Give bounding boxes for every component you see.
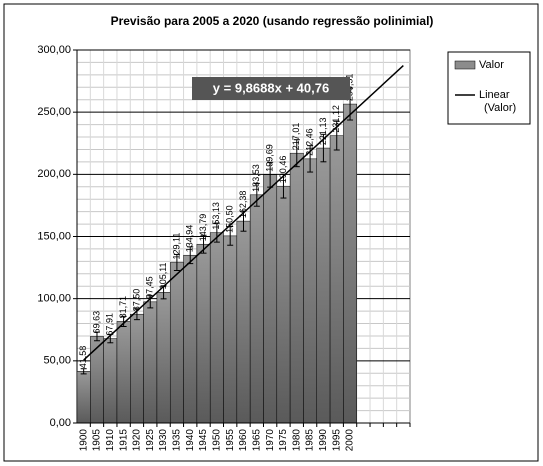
y-tick-label: 100,00: [37, 293, 71, 305]
x-tick-label: 1900: [78, 429, 89, 452]
error-bar: [93, 331, 100, 342]
bar: [156, 292, 171, 424]
data-label: 221,13: [318, 118, 328, 146]
error-bar: [253, 182, 260, 207]
error-bar: [293, 139, 300, 168]
data-label: 217,01: [291, 123, 301, 151]
bar: [236, 220, 251, 424]
x-tick-label: 1925: [145, 429, 156, 452]
x-tick-label: 1930: [158, 429, 169, 452]
error-bar: [80, 368, 87, 375]
data-label: 67,91: [105, 313, 115, 336]
x-tick-label: 1940: [185, 429, 196, 452]
data-label: 183,53: [251, 164, 261, 192]
y-tick-label: 0,00: [50, 417, 71, 429]
x-tick-label: 1990: [318, 429, 329, 452]
data-label: 231,12: [331, 105, 341, 133]
y-tick-label: 300,00: [37, 44, 71, 56]
y-tick-label: 200,00: [37, 168, 71, 180]
data-label: 162,38: [238, 191, 248, 219]
x-tick-label: 1970: [265, 429, 276, 452]
error-bar: [213, 222, 220, 243]
trendline: [83, 65, 404, 361]
bar: [303, 158, 318, 424]
data-label: 87,50: [131, 289, 141, 312]
equation-label: y = 9,8688x + 40,76: [213, 80, 329, 95]
bar: [183, 254, 198, 424]
bar: [76, 371, 91, 424]
data-label: 150,50: [225, 205, 235, 233]
data-label: 41,58: [78, 346, 88, 369]
x-tick-label: 1975: [278, 429, 289, 452]
bar: [90, 336, 104, 424]
bar: [316, 147, 331, 424]
x-tick-label: 1950: [212, 429, 223, 452]
x-tick-label: 1965: [251, 429, 262, 452]
data-label: 199,69: [265, 144, 275, 172]
data-label: 105,11: [158, 262, 168, 289]
bar: [289, 152, 304, 424]
y-tick-label: 250,00: [37, 106, 71, 118]
bar: [329, 135, 344, 424]
data-label: 212,46: [304, 128, 314, 156]
legend-label: Valor: [479, 59, 504, 71]
bar: [103, 338, 118, 424]
bar: [343, 103, 357, 424]
bar: [169, 262, 184, 424]
error-bar: [173, 253, 180, 271]
bar: [263, 174, 278, 424]
bar: [116, 321, 131, 424]
x-tick-label: 1920: [132, 429, 143, 452]
chart-title: Previsão para 2005 a 2020 (usando regres…: [111, 14, 434, 28]
data-label: 97,45: [145, 276, 155, 299]
bar: [276, 185, 291, 424]
y-tick-label: 150,00: [37, 230, 71, 242]
x-tick-label: 1985: [305, 429, 316, 452]
x-tick-label: 2000: [345, 429, 356, 452]
x-tick-label: 1915: [118, 429, 129, 452]
x-tick-label: 1980: [291, 429, 302, 452]
data-label: 129,11: [171, 233, 181, 260]
bar: [209, 232, 224, 424]
equation-box: [192, 77, 350, 100]
error-bar: [120, 315, 127, 327]
bar: [143, 301, 158, 424]
x-tick-label: 1955: [225, 429, 236, 452]
legend-label: Linear (Valor): [479, 89, 516, 114]
x-tick-label: 1960: [238, 429, 249, 452]
error-bar: [307, 145, 314, 173]
x-tick-label: 1995: [331, 429, 342, 452]
bar: [249, 194, 264, 424]
x-tick-label: 1945: [198, 429, 209, 452]
data-label: 190,46: [278, 156, 288, 184]
legend-label-line: Linear: [479, 89, 510, 101]
x-tick-label: 1910: [105, 429, 116, 452]
bar: [130, 313, 144, 424]
data-label: 153,13: [211, 202, 221, 230]
data-label: 69,63: [91, 311, 101, 334]
data-label: 134,94: [185, 225, 195, 253]
legend-swatch: [454, 60, 476, 70]
x-tick-label: 1905: [92, 429, 103, 452]
data-label: 81,71: [118, 296, 128, 319]
y-tick-label: 50,00: [43, 355, 71, 367]
bar: [223, 235, 238, 424]
data-label: 143,79: [198, 214, 208, 242]
legend-label-line: (Valor): [484, 102, 516, 114]
bar: [196, 243, 211, 424]
x-tick-label: 1935: [172, 429, 183, 452]
